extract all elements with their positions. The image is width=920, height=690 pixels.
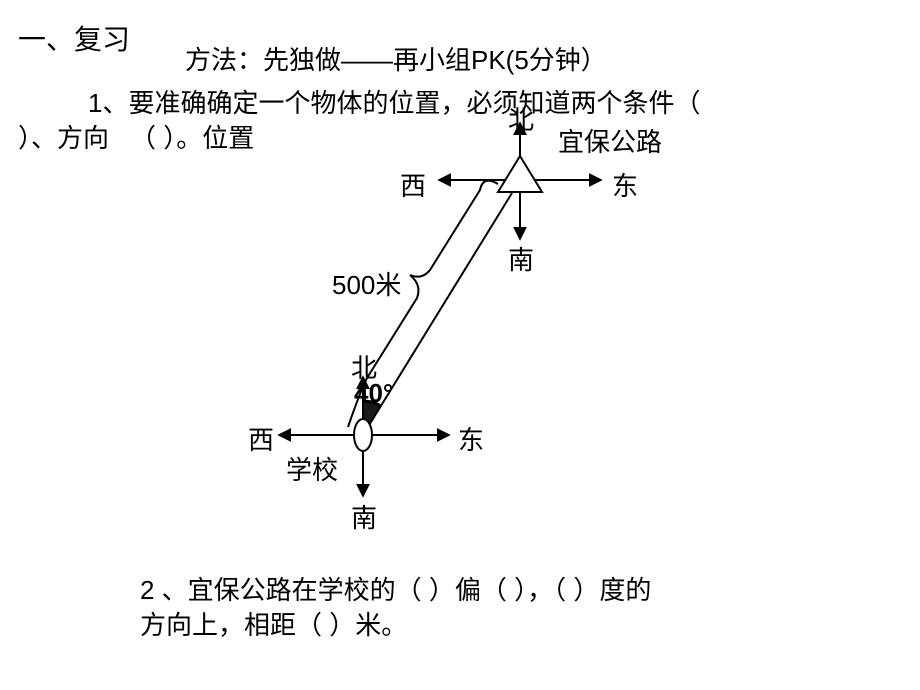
school-marker (354, 419, 372, 451)
triangle-marker (498, 156, 542, 192)
direction-diagram (0, 0, 920, 690)
distance-brace (348, 181, 498, 427)
connector-line (363, 193, 512, 435)
